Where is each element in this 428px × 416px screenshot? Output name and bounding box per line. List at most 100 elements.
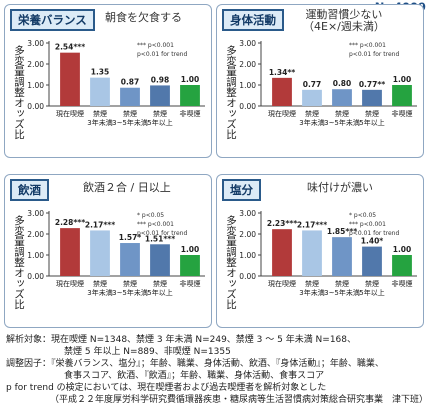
- legend-note: *** p<0.001: [137, 221, 174, 228]
- bar: [90, 230, 110, 276]
- chart-panel-alcohol: 飲酒 飲酒２合 / 日以上 多変量調整オッズ比 0.00 1.00 2.00 3.00 2…: [4, 174, 212, 328]
- legend-note: *** p<0.001: [349, 42, 386, 49]
- bar-value-label: 1.00: [181, 75, 200, 84]
- x-tick-label: 禁煙: [365, 109, 379, 118]
- bar-chart-alcohol: 多変量調整オッズ比 0.00 1.00 2.00 3.00 2.28*** 現在喫煙 2.17…: [13, 209, 205, 310]
- bar-chart-physical-activity: 多変量調整オッズ比 0.00 1.00 2.00 3.00 1.34** 現在喫煙 0.77 禁…: [225, 39, 417, 140]
- bar-chart-salt: 多変量調整オッズ比 0.00 1.00 2.00 3.00 2.23*** 現在喫煙 2.17…: [225, 209, 417, 310]
- bar: [362, 89, 382, 106]
- x-tick-label: 禁煙: [305, 109, 319, 118]
- x-tick-label: 3年未満: [87, 118, 112, 127]
- x-tick-label: 禁煙: [305, 279, 319, 288]
- x-tick-label: 5年以上: [359, 118, 384, 127]
- y-tick-label: 1.00: [27, 81, 44, 90]
- bar: [392, 255, 412, 276]
- y-axis-label: 多変量調整オッズ比: [13, 44, 25, 139]
- bar-value-label: 1.51***: [145, 234, 175, 243]
- bar: [302, 89, 322, 106]
- note-line: 禁煙 5 年以上 N=889、非喫煙 N=1355: [64, 347, 231, 357]
- bar-value-label: 2.28***: [55, 218, 85, 227]
- chart-panel-nutrition: 栄養バランス 朝食を欠食する 多変量調整オッズ比 0.00 1.00 2.00 3.00…: [4, 4, 212, 158]
- chart-category-label: 塩分: [222, 179, 261, 201]
- chart-category-label: 飲酒: [10, 179, 49, 201]
- chart-subtitle: 味付けが濃い: [307, 182, 373, 194]
- chart-category-label: 身体活動: [222, 9, 284, 31]
- y-tick-label: 0.00: [239, 102, 256, 111]
- x-tick-label: 3~5年未満: [112, 288, 148, 297]
- bar-value-label: 1.85***: [327, 227, 357, 236]
- bar: [302, 230, 322, 276]
- y-tick-label: 2.00: [239, 60, 256, 69]
- x-tick-label: 非喫煙: [392, 109, 413, 118]
- x-tick-label: 非喫煙: [180, 109, 201, 118]
- chart-subtitle-line: 飲酒２合 / 日以上: [83, 181, 171, 194]
- chart-subtitle-line: 朝食を欠食する: [105, 11, 182, 24]
- chart-subtitle: 飲酒２合 / 日以上: [83, 182, 171, 194]
- bar: [180, 255, 200, 276]
- x-tick-label: 3年未満: [87, 288, 112, 297]
- bar-value-label: 0.87: [121, 78, 140, 87]
- bar-value-label: 1.34**: [269, 68, 295, 77]
- bar: [120, 87, 140, 106]
- x-tick-label: 3~5年未満: [324, 288, 360, 297]
- legend-note: p<0.01 for trend: [137, 230, 187, 237]
- x-tick-label: 禁煙: [153, 279, 167, 288]
- chart-subtitle-line: （4E×/週未満）: [303, 20, 385, 33]
- x-tick-label: 3~5年未満: [324, 118, 360, 127]
- x-tick-label: 禁煙: [335, 279, 349, 288]
- bar-value-label: 1.35: [91, 68, 110, 77]
- x-tick-label: 禁煙: [93, 109, 107, 118]
- y-tick-label: 1.00: [27, 251, 44, 260]
- legend-note: *** p<0.001: [349, 221, 386, 228]
- y-axis-label: 多変量調整オッズ比: [225, 44, 237, 139]
- y-tick-label: 1.00: [239, 81, 256, 90]
- y-tick-label: 3.00: [27, 209, 44, 218]
- chart-panel-physical-activity: 身体活動 運動習慣少ない （4E×/週未満） 多変量調整オッズ比 0.00 1.00…: [216, 4, 424, 158]
- note-line: （平成２２年度厚労科学研究費循環器疾患・糖尿病等生活習慣病対策総合研究事業 津下…: [50, 395, 428, 405]
- note-line: p for trend の検定においては、現在喫煙者および過去喫煙者を解析対象と…: [6, 383, 327, 393]
- bar-value-label: 2.17***: [85, 220, 115, 229]
- chart-subtitle-line: 味付けが濃い: [307, 181, 373, 194]
- y-tick-label: 2.00: [27, 230, 44, 239]
- y-tick-label: 2.00: [239, 230, 256, 239]
- bar-value-label: 1.57*: [119, 233, 142, 242]
- y-tick-label: 2.00: [27, 60, 44, 69]
- bar-value-label: 0.77**: [359, 80, 385, 89]
- bar-value-label: 2.23***: [267, 219, 297, 228]
- y-tick-label: 0.00: [239, 272, 256, 281]
- x-tick-label: 現在喫煙: [56, 279, 84, 288]
- bar: [150, 85, 170, 106]
- x-tick-label: 禁煙: [335, 109, 349, 118]
- bar: [60, 228, 80, 276]
- legend-note: *** p<0.001: [137, 42, 174, 49]
- x-tick-label: 現在喫煙: [56, 109, 84, 118]
- note-line: 食事スコア、飲酒、『飲酒』；年齢、職業、身体活動、食事スコア: [64, 371, 325, 381]
- note-line: 解析対象：現在喫煙 N=1348、禁煙 3 年未満 N=249、禁煙 3 ～ 5…: [6, 335, 357, 345]
- chart-subtitle: 運動習慣少ない （4E×/週未満）: [303, 9, 385, 33]
- legend-note: * p<0.05: [349, 212, 376, 219]
- bar-value-label: 1.00: [181, 245, 200, 254]
- y-tick-label: 0.00: [27, 272, 44, 281]
- x-tick-label: 非喫煙: [392, 279, 413, 288]
- x-tick-label: 禁煙: [123, 279, 137, 288]
- y-tick-label: 3.00: [239, 39, 256, 48]
- bar: [60, 52, 80, 106]
- bar: [272, 77, 292, 106]
- chart-category-label: 栄養バランス: [10, 9, 95, 31]
- bar: [180, 85, 200, 106]
- x-tick-label: 禁煙: [365, 279, 379, 288]
- y-tick-label: 0.00: [27, 102, 44, 111]
- y-axis-label: 多変量調整オッズ比: [13, 214, 25, 309]
- bar-value-label: 0.98: [151, 75, 170, 84]
- y-axis-label: 多変量調整オッズ比: [225, 214, 237, 309]
- bar-value-label: 1.00: [393, 245, 412, 254]
- x-tick-label: 禁煙: [123, 109, 137, 118]
- bar: [150, 244, 170, 276]
- bar-value-label: 0.77: [303, 80, 322, 89]
- bar: [272, 229, 292, 276]
- chart-panel-salt: 塩分 味付けが濃い 多変量調整オッズ比 0.00 1.00 2.00 3.00 2.23*…: [216, 174, 424, 328]
- bar-value-label: 2.17***: [297, 220, 327, 229]
- bar: [90, 77, 110, 106]
- bar: [120, 243, 140, 276]
- x-tick-label: 5年以上: [147, 118, 172, 127]
